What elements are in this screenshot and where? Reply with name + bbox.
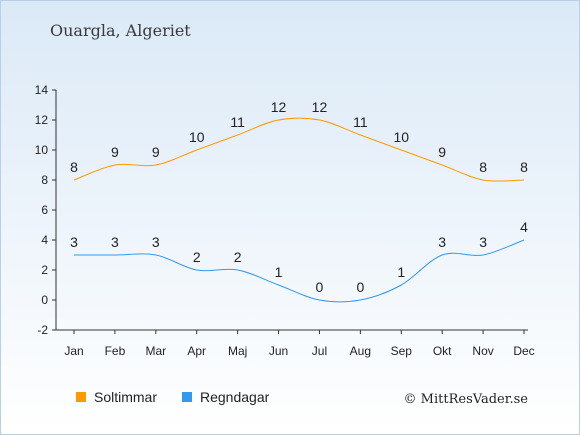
data-label: 3: [438, 234, 446, 250]
x-tick-label: Aug: [350, 344, 371, 358]
series-line-soltimmar: [73, 117, 525, 182]
y-tick-label: 8: [41, 173, 48, 187]
data-label: 11: [230, 114, 245, 130]
data-label: 3: [70, 234, 78, 250]
y-tick-label: -2: [37, 323, 48, 337]
data-label: 9: [152, 144, 160, 160]
legend-label-regndagar: Regndagar: [200, 389, 270, 405]
x-tick-label: Apr: [187, 344, 206, 358]
data-label: 1: [397, 264, 405, 280]
copyright-text: © MittResVader.se: [404, 392, 529, 407]
data-label: 11: [353, 114, 368, 130]
chart-title: Ouargla, Algeriet: [50, 21, 191, 40]
x-tick-label: Nov: [472, 344, 493, 358]
x-tick-label: Jul: [312, 344, 327, 358]
y-tick-label: 10: [35, 143, 49, 157]
x-tick-label: Mar: [145, 344, 166, 358]
y-tick-label: 0: [41, 293, 48, 307]
x-tick-label: Okt: [433, 344, 452, 358]
data-label: 12: [271, 99, 287, 115]
data-label: 8: [520, 159, 528, 175]
data-label: 3: [111, 234, 119, 250]
data-label: 10: [189, 129, 205, 145]
y-tick-label: 14: [35, 83, 49, 97]
data-label: 10: [393, 129, 409, 145]
y-tick-label: 6: [41, 203, 48, 217]
x-tick-label: Jan: [64, 344, 83, 358]
data-label: 8: [70, 159, 78, 175]
legend-swatch-regndagar: [182, 392, 192, 402]
legend-swatch-soltimmar: [76, 392, 86, 402]
legend: Soltimmar Regndagar: [76, 389, 270, 405]
series-layer: [73, 117, 525, 303]
x-tick-label: Sep: [391, 344, 413, 358]
series-line-regndagar: [74, 239, 525, 303]
y-tick-label: 4: [41, 233, 48, 247]
data-label: 8: [479, 159, 487, 175]
data-label: 0: [316, 279, 324, 295]
legend-label-soltimmar: Soltimmar: [94, 389, 157, 405]
data-label: 2: [193, 249, 201, 265]
data-label: 9: [111, 144, 119, 160]
y-tick-label: 2: [41, 263, 48, 277]
data-label: 0: [356, 279, 364, 295]
x-tick-label: Jun: [269, 344, 288, 358]
data-label: 3: [479, 234, 487, 250]
y-tick-label: 12: [35, 113, 49, 127]
x-tick-label: Maj: [228, 344, 247, 358]
data-label: 1: [275, 264, 283, 280]
x-tick-label: Feb: [105, 344, 126, 358]
x-tick-label: Dec: [513, 344, 534, 358]
data-label: 4: [520, 219, 528, 235]
data-label: 3: [152, 234, 160, 250]
data-label: 12: [312, 99, 328, 115]
data-label: 9: [438, 144, 446, 160]
data-label: 2: [234, 249, 242, 265]
